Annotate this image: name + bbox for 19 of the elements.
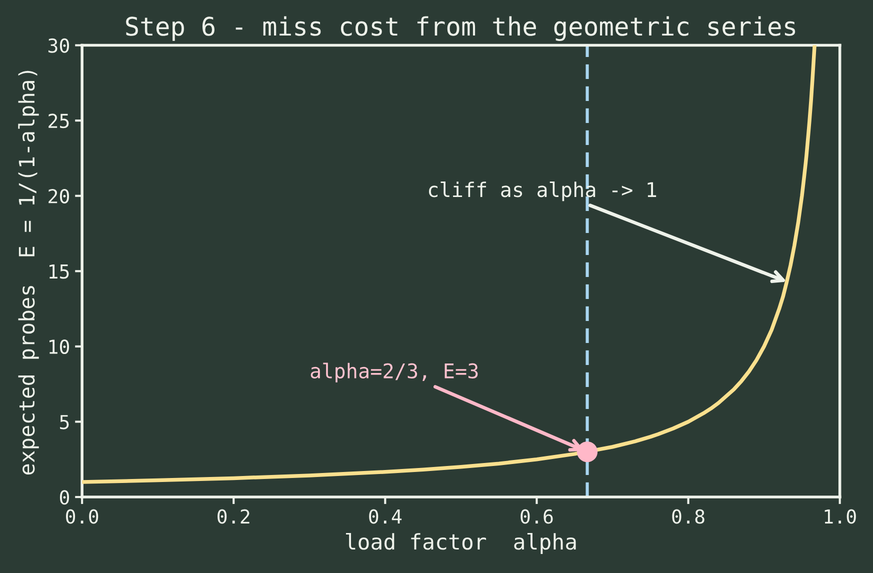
x-tick-label: 0.6 bbox=[520, 509, 553, 524]
chart-title: Step 6 - miss cost from the geometric series bbox=[126, 16, 796, 42]
x-tick-label: 1.0 bbox=[824, 509, 856, 524]
y-tick-label: 5 bbox=[60, 415, 69, 430]
y-axis-title: expected probes E = 1/(1-alpha) bbox=[18, 70, 39, 475]
y-tick-label: 30 bbox=[48, 38, 70, 53]
annotation: alpha=2/3, E=3 bbox=[310, 362, 478, 382]
y-tick-label: 0 bbox=[60, 490, 70, 505]
x-tick-label: 0.4 bbox=[369, 509, 402, 524]
annotation: cliff as alpha -> 1 bbox=[428, 182, 656, 202]
y-tick-label: 25 bbox=[48, 114, 69, 128]
x-tick-label: 0.8 bbox=[672, 509, 704, 524]
x-axis-title: load factor alpha bbox=[346, 533, 576, 554]
line-series bbox=[82, 45, 816, 484]
y-tick-label: 15 bbox=[49, 264, 69, 279]
x-tick-label: 0.2 bbox=[218, 509, 250, 524]
x-tick-label: 0.0 bbox=[66, 509, 98, 524]
y-tick-label: 10 bbox=[49, 340, 70, 354]
y-tick-label: 20 bbox=[48, 188, 70, 204]
